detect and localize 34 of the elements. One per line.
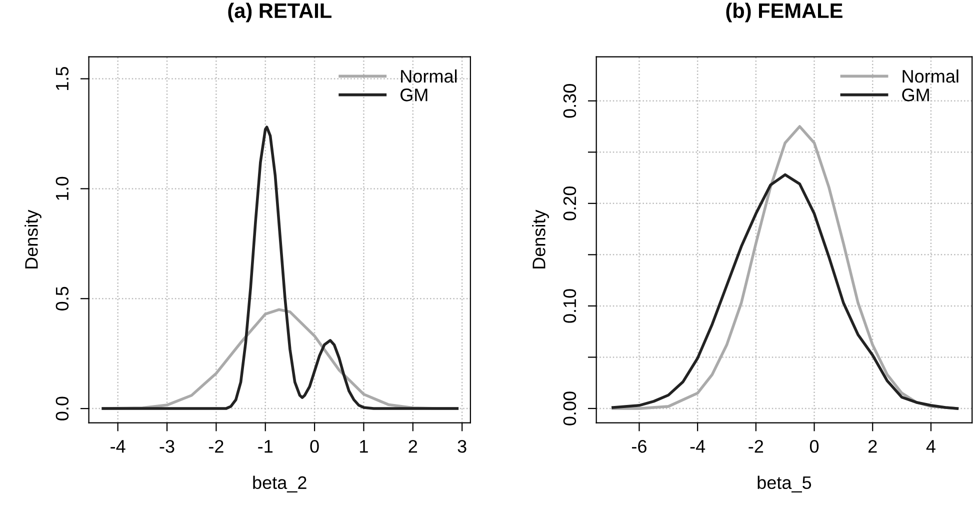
x-tick-label: 1 bbox=[360, 440, 368, 453]
x-tick-label: -1 bbox=[258, 440, 273, 453]
x-tick-label: -6 bbox=[632, 440, 646, 453]
x-axis-title: beta_2 bbox=[253, 476, 306, 492]
x-tick-label: 0 bbox=[310, 440, 319, 453]
x-tick-label: 2 bbox=[868, 440, 877, 453]
legend-label: GM bbox=[902, 88, 929, 102]
x-tick-label: -4 bbox=[690, 440, 706, 453]
y-tick-label: 0.20 bbox=[563, 186, 576, 220]
x-tick-label: 0 bbox=[810, 440, 819, 453]
chart-title: (b) FEMALE bbox=[726, 2, 842, 22]
x-tick-label: 4 bbox=[926, 440, 936, 453]
line-series bbox=[612, 173, 959, 410]
chart-title: (a) RETAIL bbox=[228, 2, 332, 22]
y-tick-label: 1.5 bbox=[56, 66, 69, 90]
legend-label: Normal bbox=[902, 69, 958, 83]
line-series bbox=[102, 126, 459, 410]
legend-label: Normal bbox=[401, 69, 457, 83]
y-tick-label: 1.0 bbox=[56, 176, 69, 200]
legend-label: GM bbox=[400, 88, 428, 102]
y-tick-label: 0.30 bbox=[563, 84, 576, 118]
y-axis-title: Density bbox=[532, 210, 549, 268]
y-tick-label: 0.10 bbox=[563, 289, 576, 323]
x-tick-label: -3 bbox=[160, 440, 174, 453]
y-tick-label: 0.0 bbox=[56, 396, 69, 420]
y-tick-label: 0.00 bbox=[563, 392, 576, 426]
x-tick-label: 2 bbox=[408, 440, 418, 453]
x-tick-label: 3 bbox=[458, 440, 466, 453]
y-tick-label: 0.5 bbox=[56, 286, 69, 310]
x-axis-title: beta_5 bbox=[758, 476, 812, 492]
y-axis-title: Density bbox=[24, 210, 42, 268]
x-tick-label: -4 bbox=[110, 440, 126, 453]
x-tick-label: -2 bbox=[748, 440, 764, 453]
x-tick-label: -2 bbox=[208, 440, 224, 453]
